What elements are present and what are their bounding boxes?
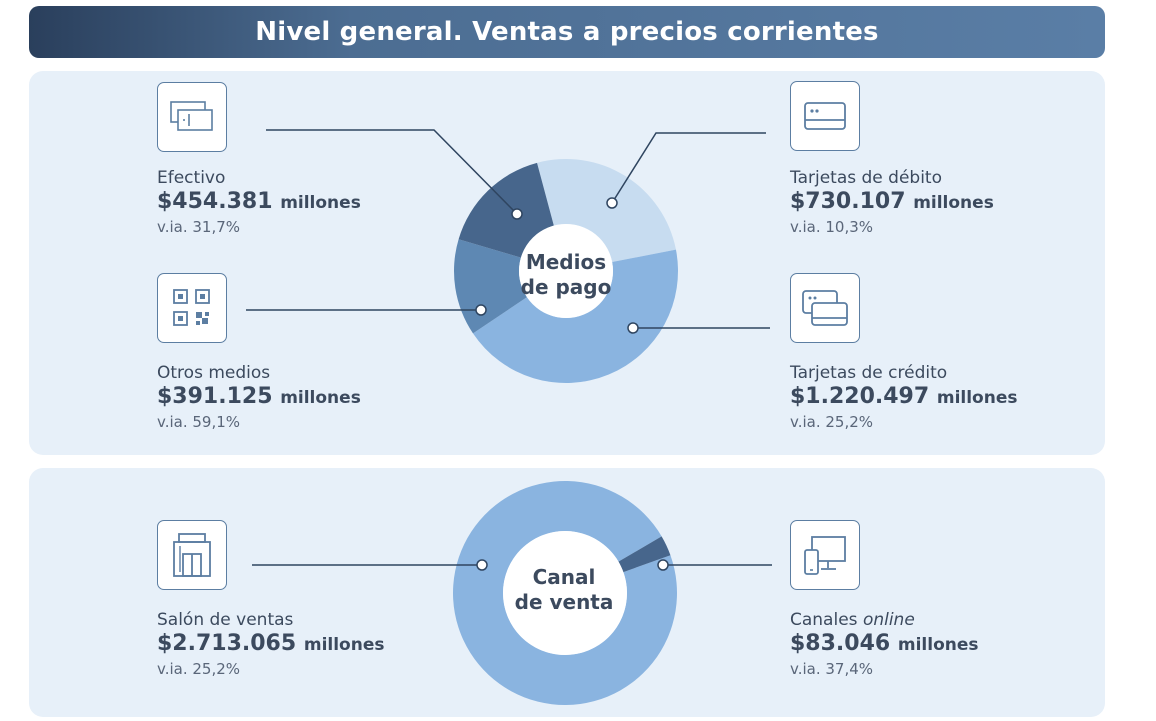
slice-efectivo xyxy=(458,162,554,258)
debito-value: $730.107 xyxy=(790,189,906,214)
debito-value-line: $730.107 millones xyxy=(790,188,994,217)
dot-online xyxy=(657,559,669,571)
donut-hole xyxy=(503,531,627,655)
page-title: Nivel general. Ventas a precios corrient… xyxy=(255,17,879,47)
debito-via: v.ia. 10,3% xyxy=(790,218,874,236)
slice-salón-de-ventas xyxy=(452,481,677,705)
debit-card-icon xyxy=(790,81,860,151)
dot-credito xyxy=(627,322,639,334)
credit-cards-icon xyxy=(790,273,860,343)
credito-via: v.ia. 25,2% xyxy=(790,413,874,431)
dot-debito xyxy=(606,197,618,209)
otros-label: Otros medios xyxy=(157,363,271,383)
credito-value: $1.220.497 xyxy=(790,384,930,409)
debito-unit: millones xyxy=(913,193,994,213)
canal-center-line1: Canal xyxy=(533,565,596,589)
online-via: v.ia. 37,4% xyxy=(790,660,874,678)
credito-label: Tarjetas de crédito xyxy=(790,363,948,383)
qr-code-icon xyxy=(157,273,227,343)
cash-icon xyxy=(157,82,227,152)
efectivo-via: v.ia. 31,7% xyxy=(157,218,241,236)
salon-label: Salón de ventas xyxy=(157,610,294,630)
otros-value: $391.125 xyxy=(157,384,273,409)
online-unit: millones xyxy=(897,635,979,655)
efectivo-label: Efectivo xyxy=(157,168,226,188)
online-value-line: $83.046 millones xyxy=(790,630,979,659)
devices-icon xyxy=(790,520,860,590)
dot-salon xyxy=(476,559,488,571)
credito-value-line: $1.220.497 millones xyxy=(790,383,1018,412)
credito-unit: millones xyxy=(936,388,1018,408)
medios-center-line1: Medios xyxy=(526,250,606,274)
online-label-italic: online xyxy=(862,610,915,630)
online-label: Canales online xyxy=(790,610,979,630)
salon-via: v.ia. 25,2% xyxy=(157,660,241,678)
canal-de-venta-donut xyxy=(452,481,677,705)
online-label-prefix: Canales xyxy=(790,610,863,630)
dot-otros xyxy=(475,304,487,316)
slice-tarjetas-de-crédito xyxy=(472,249,678,384)
item-debito: Tarjetas de débito $730.107 millones v.i… xyxy=(790,168,994,237)
item-online: Canales online $83.046 millones v.ia. 37… xyxy=(790,610,979,679)
medios-de-pago-donut xyxy=(454,159,678,384)
item-credito: Tarjetas de crédito $1.220.497 millones … xyxy=(790,363,1018,432)
medios-center-line2: de pago xyxy=(521,275,612,299)
otros-unit: millones xyxy=(280,388,361,408)
connector-debito xyxy=(611,132,766,204)
slice-tarjetas-de-débito xyxy=(537,159,676,263)
slice-canales-online xyxy=(618,536,671,573)
salon-unit: millones xyxy=(303,635,385,655)
salon-value: $2.713.065 xyxy=(157,631,297,656)
store-icon xyxy=(157,520,227,590)
efectivo-unit: millones xyxy=(280,193,361,213)
canal-center-line2: de venta xyxy=(515,590,614,614)
efectivo-value-line: $454.381 millones xyxy=(157,188,361,217)
debito-label: Tarjetas de débito xyxy=(790,168,942,188)
donut-hole xyxy=(519,224,613,318)
item-efectivo: Efectivo $454.381 millones v.ia. 31,7% xyxy=(157,168,361,237)
connector-efectivo xyxy=(266,129,518,215)
otros-value-line: $391.125 millones xyxy=(157,383,361,412)
otros-via: v.ia. 59,1% xyxy=(157,413,241,431)
salon-value-line: $2.713.065 millones xyxy=(157,630,385,659)
item-salon: Salón de ventas $2.713.065 millones v.ia… xyxy=(157,610,385,679)
efectivo-value: $454.381 xyxy=(157,189,273,214)
title-banner: Nivel general. Ventas a precios corrient… xyxy=(29,6,1105,58)
dot-efectivo xyxy=(511,208,523,220)
item-otros: Otros medios $391.125 millones v.ia. 59,… xyxy=(157,363,361,432)
online-value: $83.046 xyxy=(790,631,891,656)
